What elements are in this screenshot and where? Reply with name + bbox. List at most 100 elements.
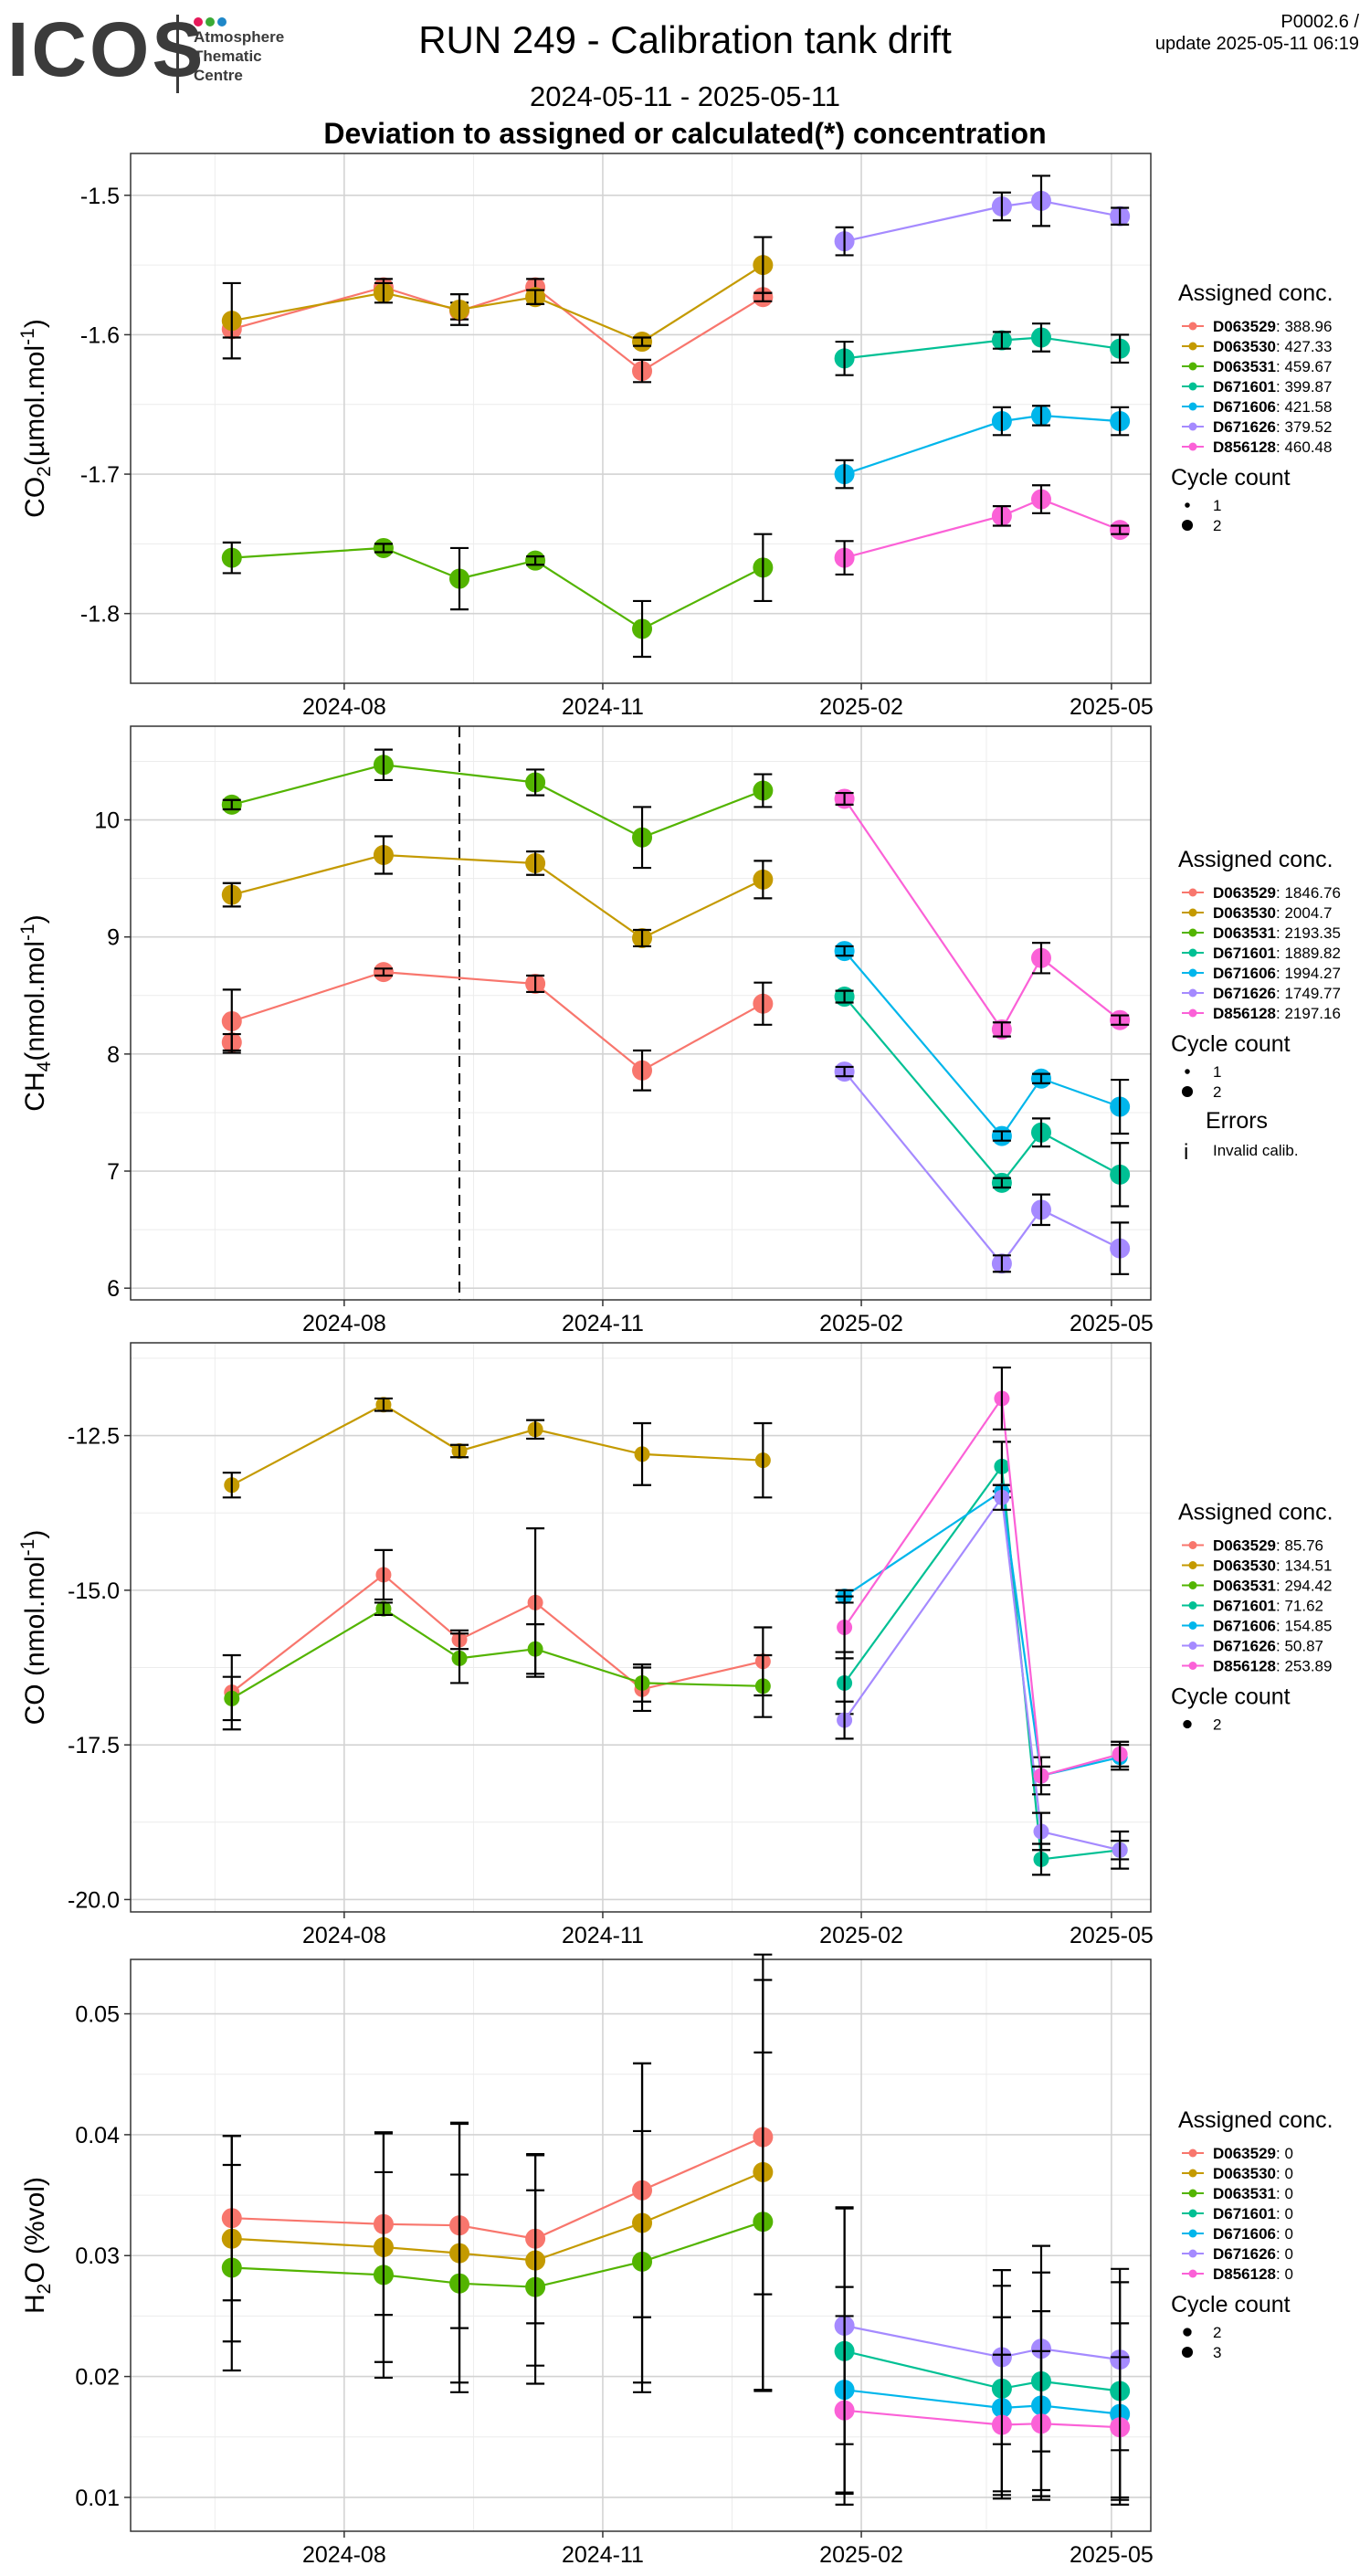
legend-item: D671601: 0 <box>1213 2205 1293 2222</box>
series-D671601 <box>834 987 1131 1208</box>
series-D671601 <box>834 322 1131 376</box>
y-axis-label-unit: (nmol.mol <box>20 1556 50 1684</box>
legend-point-swatch <box>1188 908 1197 917</box>
y-axis-label-subscript: 2 <box>34 466 55 477</box>
cycle-count-swatch <box>1183 2328 1192 2337</box>
legend-tank-id: D856128 <box>1213 1658 1276 1675</box>
chart-panel: 2024-08 2024-11 2025-02 2025-05 6 7 8 9 10 CH4(nm… <box>17 725 1341 1336</box>
cycle-count-swatch <box>1181 2346 1194 2359</box>
y-tick-label: 0.02 <box>75 2365 120 2391</box>
legend-item: D063531: 294.42 <box>1213 1578 1332 1595</box>
legend-tank-value: : 2004.7 <box>1276 904 1332 922</box>
x-tick-label: 2025-05 <box>1070 1923 1154 1948</box>
series-line <box>231 286 764 373</box>
cycle-count-swatch <box>1181 1085 1194 1098</box>
legend-point-swatch <box>1188 402 1197 411</box>
legend-tank-value: : 0 <box>1276 2145 1293 2162</box>
y-axis-label-unit: O (%vol) <box>20 2177 50 2284</box>
legend-item: D063529: 0 <box>1213 2145 1293 2162</box>
legend-item: D063531: 2193.35 <box>1213 924 1341 942</box>
series-D063531 <box>221 533 774 659</box>
legend-point-swatch <box>1188 1642 1197 1650</box>
legend-tank-id: D856128 <box>1213 2265 1276 2283</box>
legend-tank-id: D671606 <box>1213 1618 1276 1635</box>
cycle-count-title: Cycle count <box>1171 2292 1291 2317</box>
legend-point-swatch <box>1188 988 1197 998</box>
y-axis-label-main: CH <box>20 1072 50 1111</box>
y-axis-label-subscript: 4 <box>34 1061 55 1072</box>
errors-title: Errors <box>1206 1108 1268 1134</box>
series-D671606 <box>834 405 1131 490</box>
cycle-count-title: Cycle count <box>1171 1031 1291 1057</box>
legend-tank-id: D671626 <box>1213 418 1276 436</box>
legend-tank-value: : 379.52 <box>1276 418 1332 436</box>
y-axis-label-end: ) <box>20 914 50 924</box>
legend-item: D856128: 0 <box>1213 2265 1293 2283</box>
series-line <box>231 2221 764 2288</box>
series-line <box>231 1573 764 1694</box>
logo-dot-blue <box>217 17 227 26</box>
y-tick-label: -1.7 <box>80 462 120 488</box>
x-tick-label: 2025-02 <box>819 2542 903 2568</box>
legend-point-swatch <box>1188 968 1197 977</box>
x-tick-label: 2024-11 <box>562 2542 644 2568</box>
legend-title: Assigned conc. <box>1178 847 1333 872</box>
y-axis-label-main: CO <box>20 477 50 518</box>
cycle-count-title: Cycle count <box>1171 1684 1291 1710</box>
x-tick-label: 2024-11 <box>562 694 644 720</box>
plot-border <box>130 1342 1152 1913</box>
y-tick-label: -1.8 <box>80 602 120 628</box>
legend-item: D856128: 460.48 <box>1213 438 1332 456</box>
legend-tank-id: D063529 <box>1213 2145 1276 2162</box>
legend-tank-value: : 427.33 <box>1276 338 1332 355</box>
series-D063531 <box>221 748 774 870</box>
legend-tank-id: D671626 <box>1213 2245 1276 2263</box>
series-D671606 <box>834 941 1131 1146</box>
legend-tank-id: D671601 <box>1213 945 1276 962</box>
y-tick-label: -1.6 <box>80 322 120 348</box>
y-tick-label: -20.0 <box>68 1887 120 1913</box>
y-axis-label-subscript: 2 <box>34 2284 55 2295</box>
legend-point-swatch <box>1188 342 1197 351</box>
legend-item: D671601: 1889.82 <box>1213 945 1341 962</box>
legend-item: D063531: 0 <box>1213 2185 1293 2202</box>
cycle-count-item: 2 <box>1213 517 1221 534</box>
cycle-count-item: 2 <box>1213 2324 1221 2341</box>
cycle-count-swatch <box>1185 502 1190 508</box>
plot-background <box>131 153 1151 683</box>
x-tick-label: 2024-08 <box>302 2542 386 2568</box>
plot-background <box>131 1343 1151 1912</box>
y-tick-label: 0.01 <box>75 2486 120 2511</box>
x-tick-label: 2025-02 <box>819 694 903 720</box>
y-axis-label: CH4(nmol.mol-1) <box>17 914 55 1111</box>
legend-point-swatch <box>1188 2148 1197 2158</box>
legend-tank-id: D856128 <box>1213 1005 1276 1022</box>
legend-tank-value: : 71.62 <box>1276 1598 1323 1615</box>
plot-background <box>131 726 1151 1300</box>
legend-item: D063530: 2004.7 <box>1213 904 1332 922</box>
cycle-count-item: 2 <box>1213 1716 1221 1734</box>
legend-item: D063529: 85.76 <box>1213 1537 1323 1555</box>
legend-item: D671626: 50.87 <box>1213 1638 1323 1655</box>
series-line <box>231 546 764 630</box>
cycle-count-swatch <box>1181 519 1194 532</box>
legend-tank-id: D671606 <box>1213 398 1276 416</box>
logo-subtitle-line: Centre <box>194 67 243 84</box>
legend-tank-id: D063529 <box>1213 318 1276 335</box>
series-D063531 <box>221 2051 774 2393</box>
y-tick-label: -17.5 <box>68 1733 120 1758</box>
logo-subtitle-line: Thematic <box>194 48 262 65</box>
y-axis-label-unit: (nmol.mol <box>20 941 50 1061</box>
legend-tank-id: D671606 <box>1213 965 1276 982</box>
legend-item: D671606: 421.58 <box>1213 398 1332 416</box>
y-axis-label-end: ) <box>20 319 50 328</box>
legend-item: D063531: 459.67 <box>1213 358 1332 375</box>
y-tick-label: -1.5 <box>80 184 120 209</box>
series-line <box>844 2324 1121 2361</box>
legend-item: D856128: 253.89 <box>1213 1658 1332 1675</box>
series-line <box>844 2409 1121 2429</box>
y-axis-label-unit: (µmol.mol <box>20 345 50 466</box>
legend-point-swatch <box>1188 1008 1197 1018</box>
